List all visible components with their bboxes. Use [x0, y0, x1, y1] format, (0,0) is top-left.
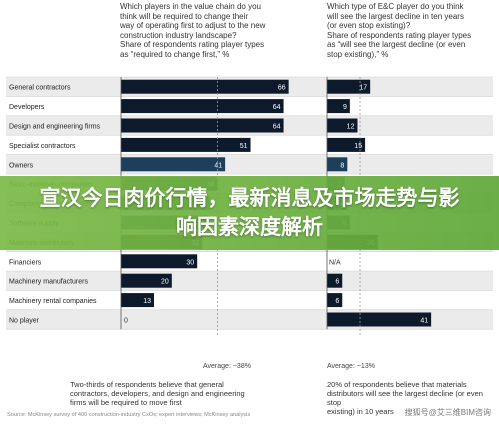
right-data-label: 6 — [335, 298, 339, 305]
left-data-label: 64 — [273, 124, 281, 131]
right-data-label: N/A — [329, 259, 341, 266]
right-bar — [327, 293, 343, 308]
left-data-label: 30 — [186, 259, 194, 266]
right-bar — [327, 137, 366, 152]
category-label: Design and engineering firms — [9, 124, 101, 131]
right-data-label: 9 — [343, 104, 347, 111]
left-bar — [121, 273, 172, 288]
left-data-label: 0 — [124, 318, 128, 325]
right-data-label: 17 — [359, 85, 367, 92]
watermark: 搜狐号@艾三维BIM咨询 — [404, 408, 491, 417]
left-bar — [121, 137, 251, 152]
right-bar — [327, 99, 350, 114]
left-data-label: 64 — [273, 104, 281, 111]
left-question: Which players in the value chain do you … — [120, 2, 266, 59]
left-bar — [121, 118, 284, 133]
right-bar — [327, 118, 358, 133]
left-bar — [121, 254, 198, 269]
category-label: Owners — [9, 162, 34, 169]
banner-title: 宣汉今日肉价行情，最新消息及市场走势与影响因素深度解析 — [39, 186, 460, 239]
right-data-label: 12 — [347, 124, 355, 131]
left-data-label: 41 — [214, 162, 222, 169]
category-label: Machinery rental companies — [9, 298, 97, 305]
left-bar — [121, 99, 284, 114]
right-data-label: 8 — [340, 162, 344, 169]
left-data-label: 51 — [240, 143, 248, 150]
category-label: Machinery manufacturers — [9, 279, 88, 286]
left-footnote: Two-thirds of respondents believe that g… — [70, 380, 245, 407]
right-average-label: Average: ~13% — [327, 363, 375, 370]
category-label: No player — [9, 318, 40, 325]
right-data-label: 15 — [354, 143, 362, 150]
right-bar — [327, 79, 371, 94]
left-average-label: Average: ~38% — [203, 363, 251, 370]
left-data-label: 66 — [278, 85, 286, 92]
left-bar — [121, 157, 226, 172]
category-label: General contractors — [9, 85, 71, 92]
row-shade — [6, 154, 493, 174]
right-question: Which type of E&C player do you think wi… — [327, 2, 472, 59]
left-data-label: 13 — [143, 298, 151, 305]
source-note: Source: McKinsey survey of 400 construct… — [7, 412, 251, 418]
category-label: Developers — [9, 104, 45, 111]
right-bar — [327, 157, 348, 172]
left-bar — [121, 293, 155, 308]
category-label: Financiers — [9, 259, 42, 266]
left-bar — [121, 79, 289, 94]
right-data-label: 6 — [335, 279, 339, 286]
left-data-label: 20 — [161, 279, 169, 286]
category-label: Specialist contractors — [9, 143, 76, 150]
right-bar — [327, 312, 432, 327]
right-footnote: 20% of respondents believe that material… — [327, 380, 483, 416]
right-data-label: 41 — [420, 318, 428, 325]
right-bar — [327, 273, 343, 288]
overlay-banner: 宣汉今日肉价行情，最新消息及市场走势与影响因素深度解析 — [0, 176, 499, 250]
